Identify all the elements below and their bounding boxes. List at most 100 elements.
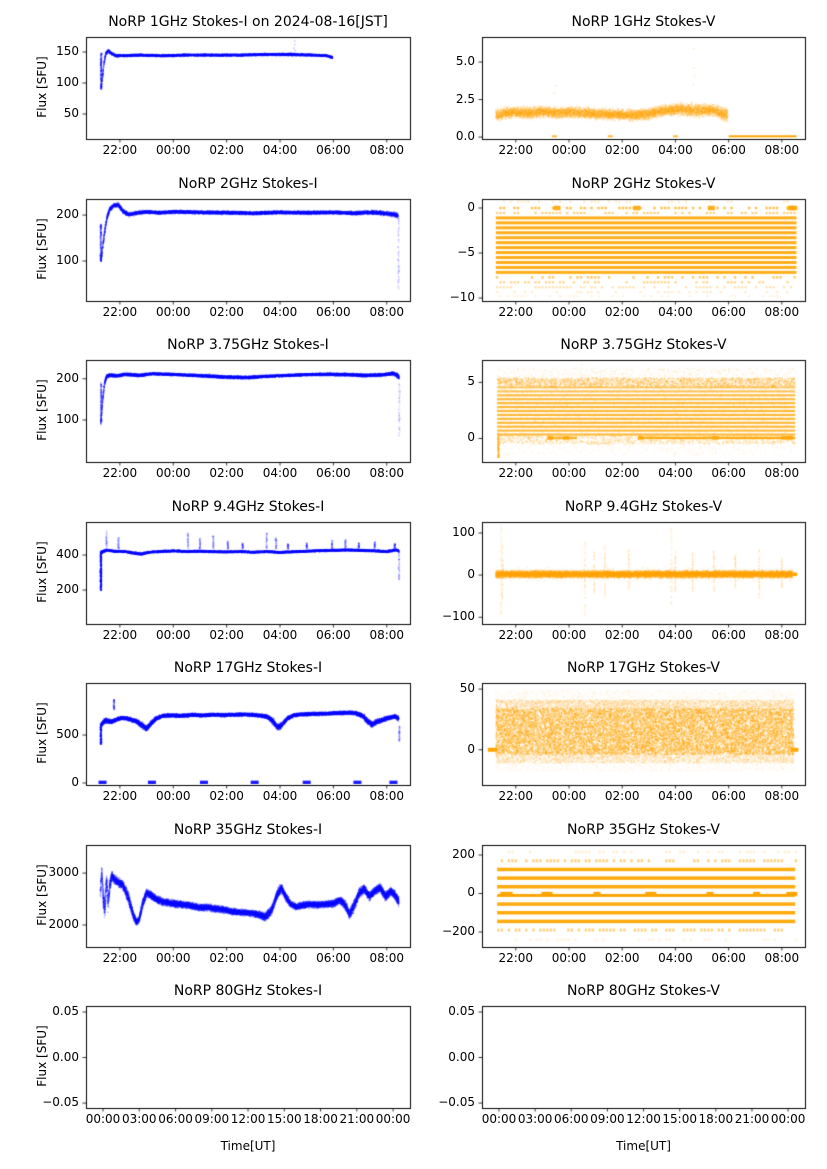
- x-tick-label: 09:00: [590, 1112, 625, 1126]
- x-tick-label: 08:00: [764, 466, 800, 480]
- y-axis-label: Flux [SFU]: [35, 702, 49, 764]
- x-tick-label: 22:00: [102, 466, 138, 480]
- x-tick-label: 08:00: [764, 789, 800, 803]
- x-tick-label: 12:00: [230, 1112, 266, 1126]
- x-tick-label: 04:00: [262, 305, 298, 319]
- y-tick-label: 200: [56, 207, 79, 222]
- y-axis-label: Flux [SFU]: [35, 1025, 49, 1087]
- x-tick-label: 06:00: [711, 951, 746, 965]
- y-tick-label: 0: [467, 430, 475, 445]
- y-tick-label: −0.05: [438, 1095, 475, 1110]
- x-tick-label: 22:00: [102, 305, 138, 319]
- y-tick-label: −10: [449, 290, 475, 305]
- x-tick-label: 02:00: [209, 628, 244, 642]
- x-tick-label: 02:00: [209, 951, 244, 965]
- x-tick-label: 04:00: [262, 789, 298, 803]
- y-tick-label: 400: [56, 547, 79, 562]
- x-tick-label: 00:00: [85, 1112, 121, 1126]
- x-tick-label: 06:00: [711, 143, 746, 157]
- x-tick-label: 06:00: [711, 305, 746, 319]
- x-tick-label: 08:00: [369, 466, 405, 480]
- x-tick-label: 12:00: [626, 1112, 661, 1126]
- y-tick-label: 200: [56, 370, 79, 385]
- x-tick-label: 08:00: [369, 789, 405, 803]
- y-tick-label: 150: [56, 44, 79, 58]
- norp-2ghz-stokes-i-title: NoRP 2GHz Stokes-I: [178, 176, 318, 192]
- x-axis-label: Time[UT]: [220, 1139, 276, 1153]
- y-tick-label: 0: [467, 567, 475, 582]
- x-tick-label: 00:00: [551, 628, 587, 642]
- y-tick-label: −200: [442, 923, 475, 938]
- norp-17ghz-stokes-i-title: NoRP 17GHz Stokes-I: [173, 660, 323, 676]
- y-tick-label: 5.0: [455, 54, 475, 69]
- x-tick-label: 02:00: [209, 305, 244, 319]
- x-tick-label: 08:00: [369, 951, 405, 965]
- norp-17ghz-stokes-v-title: NoRP 17GHz Stokes-V: [567, 660, 720, 676]
- x-tick-label: 06:00: [316, 951, 351, 965]
- y-tick-label: 0: [467, 741, 475, 756]
- x-tick-label: 06:00: [711, 466, 746, 480]
- x-tick-label: 04:00: [262, 951, 298, 965]
- y-tick-label: 5: [467, 374, 475, 389]
- x-tick-label: 08:00: [764, 628, 800, 642]
- x-tick-label: 22:00: [102, 951, 138, 965]
- x-tick-label: 03:00: [121, 1112, 157, 1126]
- norp-3.75ghz-stokes-i-title: NoRP 3.75GHz Stokes-I: [167, 337, 329, 353]
- x-tick-label: 06:00: [553, 1112, 589, 1126]
- x-tick-label: 08:00: [369, 143, 405, 157]
- x-tick-label: 02:00: [604, 789, 640, 803]
- x-tick-label: 00:00: [551, 143, 587, 157]
- y-tick-label: 0.05: [448, 1004, 475, 1018]
- x-tick-label: 04:00: [262, 628, 298, 642]
- x-tick-label: 22:00: [498, 628, 534, 642]
- x-tick-label: 00:00: [551, 951, 587, 965]
- x-tick-label: 00:00: [551, 466, 587, 480]
- x-tick-label: 22:00: [498, 951, 534, 965]
- norp-9.4ghz-stokes-v-title: NoRP 9.4GHz Stokes-V: [564, 499, 723, 515]
- x-tick-label: 08:00: [369, 628, 405, 642]
- y-tick-label: 2.5: [455, 91, 475, 106]
- x-tick-label: 00:00: [155, 466, 191, 480]
- x-tick-label: 21:00: [734, 1112, 770, 1126]
- norp-1ghz-stokes-i-title: NoRP 1GHz Stokes-I on 2024-08-16[JST]: [108, 14, 388, 30]
- y-tick-label: 100: [56, 75, 79, 89]
- norp-2ghz-stokes-v-title: NoRP 2GHz Stokes-V: [571, 176, 716, 192]
- x-tick-label: 04:00: [262, 466, 298, 480]
- x-tick-label: 04:00: [658, 628, 693, 642]
- x-tick-label: 22:00: [498, 466, 534, 480]
- x-tick-label: 02:00: [604, 466, 640, 480]
- y-tick-label: 2000: [48, 916, 79, 931]
- x-tick-label: 06:00: [316, 628, 351, 642]
- y-axis-label: Flux [SFU]: [35, 56, 49, 118]
- y-tick-label: 50: [63, 106, 79, 120]
- x-tick-label: 02:00: [209, 789, 244, 803]
- x-tick-label: 00:00: [481, 1112, 517, 1126]
- y-axis-label: Flux [SFU]: [35, 379, 49, 441]
- x-tick-label: 08:00: [369, 305, 405, 319]
- x-tick-label: 22:00: [102, 628, 138, 642]
- y-tick-label: 0.05: [52, 1004, 79, 1018]
- x-tick-label: 06:00: [316, 466, 351, 480]
- y-tick-label: −0.05: [42, 1095, 79, 1110]
- x-tick-label: 00:00: [155, 789, 191, 803]
- x-tick-label: 18:00: [303, 1112, 338, 1126]
- x-tick-label: 06:00: [158, 1112, 193, 1126]
- y-tick-label: 200: [452, 847, 475, 861]
- x-tick-label: 00:00: [770, 1112, 806, 1126]
- x-tick-label: 02:00: [604, 305, 640, 319]
- x-tick-label: 06:00: [711, 628, 746, 642]
- norp-9.4ghz-stokes-i-title: NoRP 9.4GHz Stokes-I: [171, 499, 325, 515]
- x-tick-label: 22:00: [102, 143, 138, 157]
- x-tick-label: 00:00: [155, 305, 191, 319]
- x-tick-label: 04:00: [658, 143, 693, 157]
- x-tick-label: 06:00: [316, 789, 351, 803]
- x-tick-label: 00:00: [551, 789, 587, 803]
- y-tick-label: 0.00: [448, 1049, 475, 1064]
- x-tick-label: 02:00: [604, 143, 640, 157]
- y-tick-label: 0: [467, 200, 475, 214]
- y-tick-label: 100: [56, 253, 79, 268]
- x-tick-label: 06:00: [316, 143, 351, 157]
- x-tick-label: 00:00: [375, 1112, 411, 1126]
